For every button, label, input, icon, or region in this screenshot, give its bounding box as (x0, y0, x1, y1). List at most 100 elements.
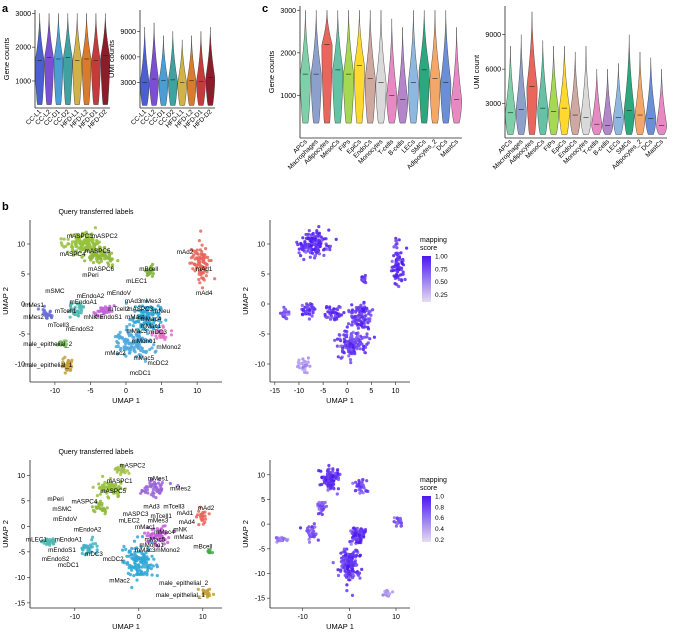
cell-point (337, 312, 341, 316)
cell-point (358, 554, 362, 558)
y-axis-title: UMAP 2 (241, 287, 250, 315)
cell-point (136, 330, 141, 334)
cell-point (87, 237, 91, 241)
cell-point (83, 259, 87, 263)
cluster-label: mcDC1 (130, 370, 151, 377)
x-tick-label: 10 (392, 388, 400, 395)
cell-point (302, 257, 306, 262)
y-tick-label: -5 (259, 332, 265, 339)
cell-point (309, 533, 313, 537)
cell-point (110, 257, 114, 261)
cell-point (193, 269, 197, 273)
cell-point (136, 345, 140, 349)
violin-t-cells (386, 18, 398, 124)
cell-point (91, 535, 95, 539)
cell-point (366, 327, 371, 331)
cell-point (300, 303, 304, 307)
cell-point (110, 309, 114, 313)
cell-point (307, 537, 311, 541)
cell-point (128, 573, 132, 577)
cell-point (299, 254, 303, 258)
cell-point (36, 307, 41, 311)
cell-point (130, 546, 134, 551)
violin-dcs (440, 10, 452, 124)
cell-point (134, 332, 138, 336)
cell-point (301, 357, 305, 361)
cell-point (102, 488, 106, 492)
cell-point (308, 364, 312, 368)
cell-point (359, 303, 363, 307)
cluster-label: mMac2 (105, 350, 126, 357)
cell-point (151, 490, 155, 495)
cell-point (201, 257, 205, 261)
cell-point (368, 337, 372, 341)
cell-point (143, 337, 147, 341)
cell-point (359, 312, 363, 316)
cell-point (333, 471, 337, 475)
cell-point (145, 328, 149, 332)
cell-point (47, 312, 51, 316)
cell-point (400, 261, 404, 266)
cell-point (139, 353, 143, 357)
cell-point (318, 504, 322, 508)
cluster-label: mSMC (45, 288, 65, 295)
cell-point (41, 538, 45, 542)
x-tick-label: -5 (87, 388, 93, 395)
cell-point (153, 534, 157, 538)
cell-point (350, 352, 354, 356)
cell-point (331, 467, 335, 471)
x-axis-title: UMAP 1 (112, 396, 140, 405)
cell-point (363, 314, 367, 318)
y-tick-label: 0 (21, 524, 25, 531)
cell-point (367, 310, 371, 314)
y-tick-label: 1000 (15, 78, 31, 85)
cell-point (63, 339, 67, 343)
cell-point (352, 348, 356, 352)
cell-point (118, 330, 122, 334)
cell-point (148, 347, 152, 352)
cell-point (93, 248, 97, 252)
cell-point (143, 305, 147, 310)
cell-point (149, 305, 153, 309)
cell-point (329, 316, 333, 320)
cell-point (70, 248, 74, 252)
violin-monocytes (580, 46, 592, 135)
cluster-label: mASPC5 (100, 488, 126, 495)
cell-point (138, 337, 142, 341)
violin-dcs (645, 57, 657, 135)
cell-point (364, 281, 368, 285)
cell-point (383, 589, 387, 594)
cell-point (325, 247, 329, 251)
x-tick-label: -15 (270, 388, 280, 395)
cluster-label: mMac1 (141, 323, 162, 330)
cell-point (307, 246, 311, 250)
cell-point (197, 509, 201, 513)
cluster-label: mEndoA2 (74, 526, 102, 533)
cluster-label: mBcell (193, 543, 212, 550)
cell-point (85, 544, 89, 548)
legend-tick-label: 0.50 (435, 279, 448, 286)
cell-point (349, 323, 353, 327)
cell-point (323, 312, 327, 317)
cell-point (198, 256, 202, 260)
cell-point (210, 551, 214, 555)
cell-point (70, 240, 75, 244)
cell-point (159, 320, 163, 324)
cell-point (133, 320, 138, 324)
cell-point (93, 542, 98, 546)
legend-tick-label: 0.4 (435, 526, 444, 533)
cell-point (144, 551, 148, 555)
cell-point (69, 233, 73, 237)
cell-point (307, 229, 311, 233)
cell-point (393, 276, 397, 280)
cell-point (309, 243, 314, 247)
cell-point (139, 545, 143, 549)
cell-point (207, 512, 211, 516)
cell-point (62, 362, 66, 366)
cell-point (106, 249, 110, 253)
cell-point (336, 468, 340, 472)
cell-point (189, 247, 194, 252)
cell-point (145, 315, 149, 319)
cell-point (159, 527, 163, 532)
